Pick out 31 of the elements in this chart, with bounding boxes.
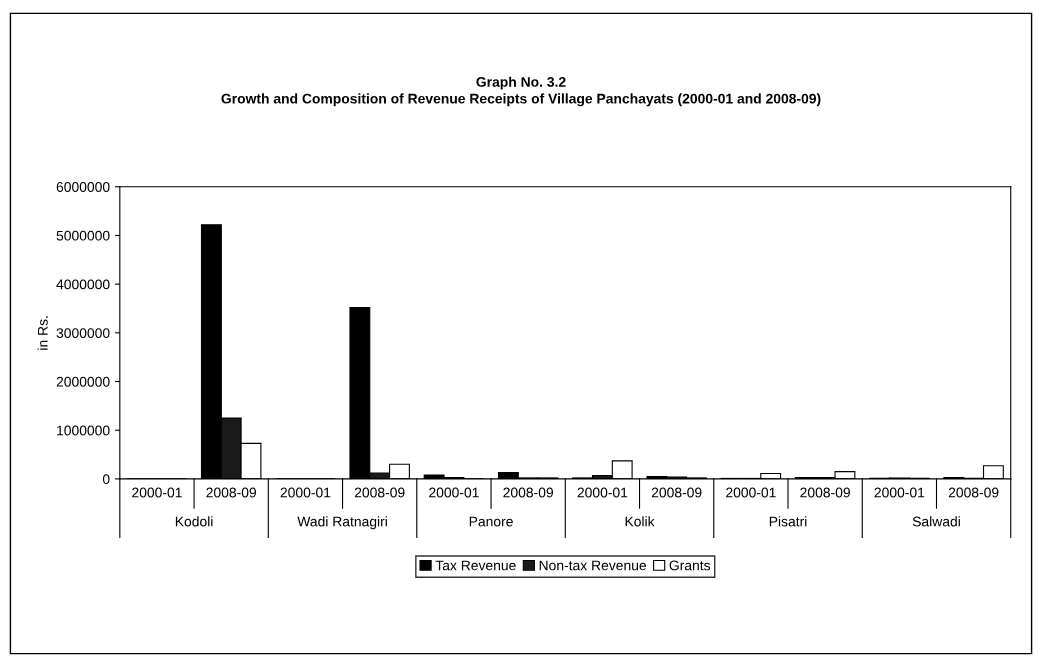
legend-label: Grants (669, 560, 711, 571)
text: Kolik (625, 516, 655, 527)
chart-title: Graph No. 3.2 (476, 76, 566, 90)
text: Panore (469, 516, 513, 527)
text: Kodoli (175, 516, 213, 527)
x-tick-label: 2008-09 (503, 487, 553, 498)
x-tick-label: 2000-01 (280, 487, 331, 498)
y-tick-label: 0 (102, 474, 110, 485)
legend-label: Non-tax Revenue (539, 560, 647, 571)
x-tick-label: 2000-01 (874, 487, 925, 498)
x-tick-label: 2008-09 (354, 487, 405, 498)
y-tick-label: 1000000 (57, 425, 110, 436)
text: Wadi Ratnagiri (297, 516, 387, 530)
x-tick-label: 2000-01 (429, 487, 479, 498)
chart-subtitle: Growth and Composition of Revenue Receipts of Village Panchayats (2000-01 and 2008-09) (221, 93, 821, 107)
x-tick-label: 2000-01 (577, 487, 628, 498)
x-tick-label: 2008-09 (206, 487, 257, 498)
x-tick-label: 2000-01 (132, 487, 182, 498)
x-tick-label: 2008-09 (948, 487, 999, 498)
y-axis-title: in Rs. (37, 316, 48, 350)
text: Salwadi (912, 516, 960, 527)
text: Pisatri (769, 516, 807, 527)
y-tick-label: 3000000 (56, 328, 110, 338)
y-tick-label: 4000000 (56, 279, 110, 290)
y-tick-label: 2000000 (56, 376, 110, 387)
x-tick-label: 2008-09 (800, 487, 850, 498)
x-tick-label: 2000-01 (726, 487, 776, 498)
y-tick-label: 5000000 (56, 230, 110, 241)
legend-label: Tax Revenue (435, 560, 516, 571)
y-tick-label: 6000000 (56, 182, 110, 192)
x-tick-label: 2008-09 (651, 487, 702, 498)
